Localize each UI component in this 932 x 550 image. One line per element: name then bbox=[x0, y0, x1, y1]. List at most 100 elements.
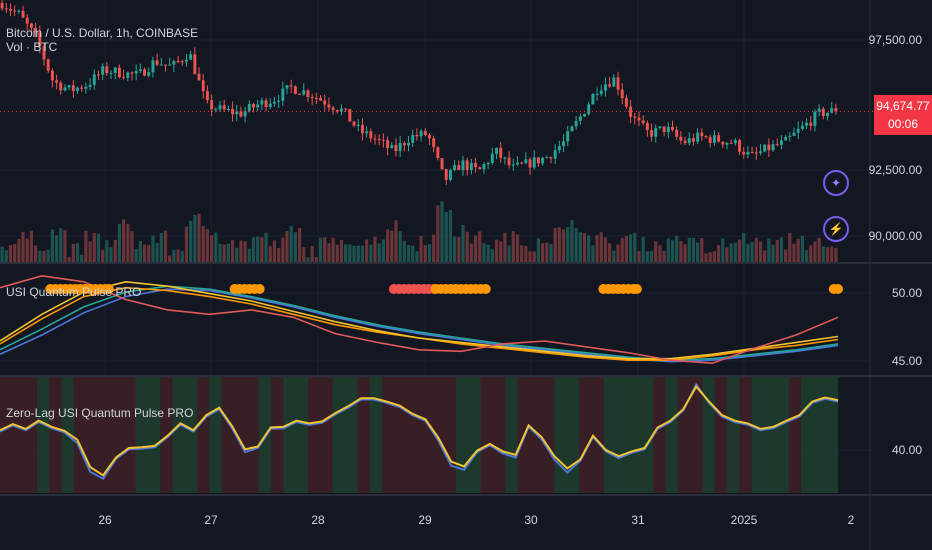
candle-body bbox=[754, 152, 758, 154]
regime-band bbox=[727, 377, 740, 493]
volume-bar bbox=[385, 229, 390, 262]
volume-bar bbox=[482, 243, 486, 262]
volume-bar bbox=[289, 226, 293, 262]
y-tick-90000: 90,000.00 bbox=[868, 229, 922, 243]
volume-bar bbox=[184, 226, 189, 262]
candle-body bbox=[314, 97, 318, 99]
regime-band bbox=[345, 377, 358, 493]
candle-body bbox=[335, 110, 339, 112]
volume-bar bbox=[784, 249, 788, 262]
regime-band bbox=[184, 377, 198, 493]
candle-body bbox=[549, 157, 553, 159]
volume-bar bbox=[423, 245, 427, 262]
candle-body bbox=[252, 103, 255, 108]
zero-lag-pane-title: Zero-Lag USI Quantum Pulse PRO bbox=[6, 406, 194, 420]
regime-band bbox=[603, 377, 617, 493]
volume-bar bbox=[394, 220, 398, 262]
volume-bar bbox=[172, 249, 176, 262]
x-tick-30: 30 bbox=[524, 513, 538, 527]
candle-body bbox=[356, 124, 360, 126]
candle-body bbox=[327, 104, 331, 108]
regime-band bbox=[542, 377, 555, 493]
volume-bar bbox=[767, 238, 771, 262]
regime-band bbox=[357, 377, 371, 493]
candle-body bbox=[218, 105, 222, 110]
volume-bar bbox=[415, 251, 419, 262]
volume-bar bbox=[582, 233, 587, 262]
candle-body bbox=[298, 93, 302, 95]
x-tick-2: 2 bbox=[847, 513, 855, 527]
candle-body bbox=[109, 72, 113, 74]
regime-band bbox=[283, 377, 297, 493]
volume-bar bbox=[637, 250, 641, 262]
volume-bar bbox=[800, 235, 804, 262]
volume-bar bbox=[750, 241, 754, 262]
x-tick-28: 28 bbox=[311, 513, 325, 527]
candle-body bbox=[453, 165, 457, 171]
volume-bar bbox=[792, 243, 796, 262]
volume-bar bbox=[218, 243, 222, 262]
candle-body bbox=[277, 100, 281, 102]
volume-bar bbox=[398, 231, 402, 262]
last-price: 94,674.77 bbox=[876, 99, 930, 113]
volume-bar bbox=[612, 250, 616, 262]
volume-bar bbox=[193, 215, 197, 262]
volume-bar bbox=[624, 235, 628, 262]
regime-band bbox=[751, 377, 765, 493]
candle-body bbox=[595, 93, 599, 95]
candle-body bbox=[184, 59, 188, 62]
candle-body bbox=[101, 66, 105, 75]
candle-body bbox=[306, 90, 310, 98]
volume-bar bbox=[411, 245, 415, 262]
lightning-icon[interactable]: ⚡ bbox=[823, 216, 849, 242]
regime-band bbox=[566, 377, 580, 493]
usi-series-line bbox=[0, 280, 839, 360]
regime-band bbox=[369, 377, 383, 493]
volume-bar bbox=[461, 224, 465, 262]
candle-body bbox=[457, 165, 461, 171]
volume-bar bbox=[436, 205, 440, 262]
volume-bar bbox=[356, 245, 360, 262]
volume-bar bbox=[222, 244, 226, 262]
volume-bar bbox=[59, 228, 63, 262]
volume-bar bbox=[453, 236, 457, 262]
volume-bar bbox=[197, 213, 201, 262]
candle-body bbox=[243, 111, 247, 117]
candle-body bbox=[536, 157, 540, 164]
regime-band bbox=[12, 377, 25, 493]
candle-body bbox=[620, 89, 624, 99]
volume-bar bbox=[331, 237, 335, 262]
volume-bar bbox=[432, 234, 436, 262]
candle-body bbox=[285, 85, 289, 89]
regime-band bbox=[690, 377, 703, 493]
y-tick-97500: 97,500.00 bbox=[868, 33, 922, 47]
volume-bar bbox=[189, 220, 193, 262]
volume-bar bbox=[67, 257, 71, 262]
regime-band bbox=[801, 377, 814, 493]
regime-band bbox=[665, 377, 679, 493]
candle-body bbox=[616, 77, 620, 90]
candle-body bbox=[700, 132, 704, 137]
volume-bar bbox=[101, 249, 105, 262]
volume-bar bbox=[260, 237, 264, 262]
regime-band bbox=[431, 377, 444, 493]
candle-body bbox=[448, 170, 452, 180]
volume-bar bbox=[369, 244, 373, 262]
regime-band bbox=[455, 377, 469, 493]
regime-band bbox=[443, 377, 457, 493]
candle-body bbox=[415, 134, 419, 137]
candle-body bbox=[0, 2, 4, 9]
candle-body bbox=[117, 67, 121, 78]
candle-body bbox=[13, 10, 17, 12]
regime-band bbox=[492, 377, 506, 493]
candle-body bbox=[247, 103, 251, 112]
volume-bar bbox=[210, 235, 214, 262]
sparkle-icon[interactable]: ✦ bbox=[823, 170, 849, 196]
volume-bar bbox=[608, 243, 612, 262]
candle-body bbox=[503, 157, 507, 159]
candle-body bbox=[826, 112, 829, 117]
volume-bar bbox=[712, 251, 716, 262]
volume-bar bbox=[96, 233, 101, 262]
volume-bar bbox=[511, 231, 515, 262]
